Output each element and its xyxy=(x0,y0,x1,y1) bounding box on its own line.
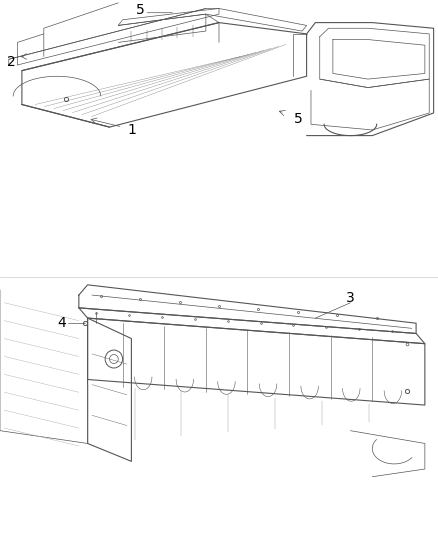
Text: 1: 1 xyxy=(127,123,136,137)
Text: 5: 5 xyxy=(136,3,145,17)
Text: 4: 4 xyxy=(57,316,66,330)
Text: 3: 3 xyxy=(346,290,355,305)
Text: 5: 5 xyxy=(293,111,302,126)
Text: 2: 2 xyxy=(7,55,15,69)
